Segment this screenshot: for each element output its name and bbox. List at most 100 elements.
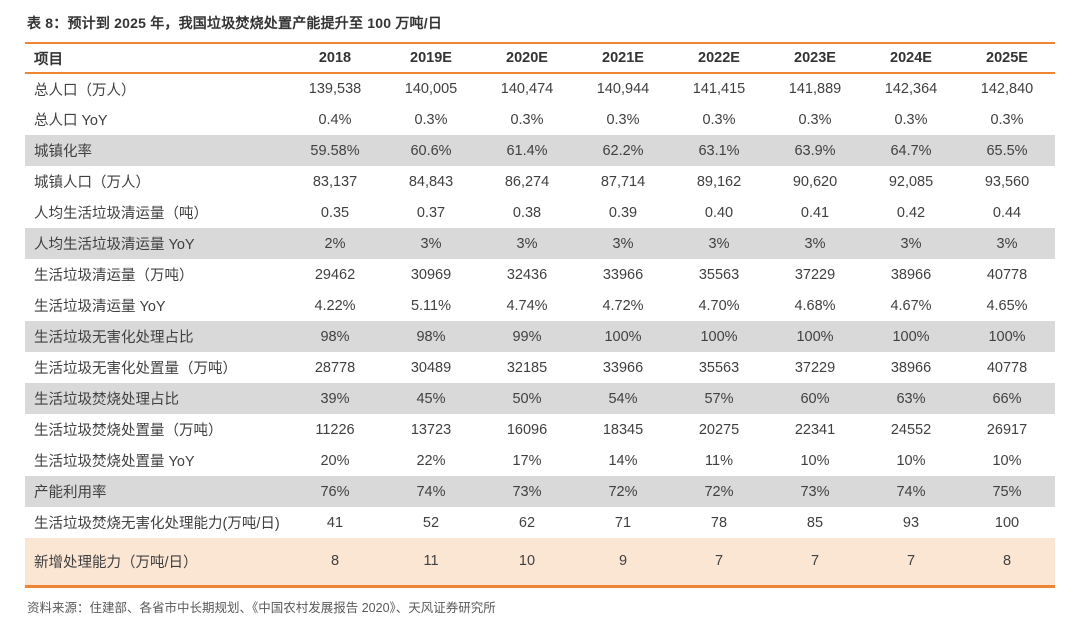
cell-value: 3% [996,235,1018,252]
cell-value: 22% [416,452,446,469]
table-row: 生活垃圾焚烧处理占比 39% 45% 50% 54% 57% 60% 63% 66% [25,383,1055,414]
cell-value: 90,620 [792,173,838,190]
cell-value: 71 [614,514,632,531]
cell-value: 100% [892,328,930,345]
cell-value: 139,538 [308,81,362,97]
cell-value: 35563 [698,266,740,283]
cell-value: 35563 [698,359,740,376]
cell-value: 37229 [794,266,836,283]
cell-value: 63.1% [698,142,740,159]
row-label: 人均生活垃圾清运量（吨） [34,206,208,222]
cell-value: 0.3% [702,111,736,128]
cell-value: 65.5% [986,142,1028,159]
cell-value: 3% [420,235,442,252]
cell-value: 11 [423,553,439,570]
column-header-year: 2018 [318,50,352,66]
cell-value: 63% [896,390,926,407]
table-row: 生活垃圾无害化处置量（万吨） 28778 30489 32185 33966 35563 3… [25,352,1055,383]
cell-value: 0.38 [512,204,542,221]
cell-value: 0.3% [798,111,832,128]
cell-value: 100% [988,328,1026,345]
row-label: 生活垃圾焚烧处理占比 [34,392,179,408]
cell-value: 100% [700,328,738,345]
column-header-year: 2025E [986,50,1028,66]
row-label: 生活垃圾焚烧处置量 YoY [34,454,195,470]
cell-value: 20275 [698,421,740,438]
cell-value: 8 [330,553,340,570]
cell-value: 92,085 [888,173,934,190]
cell-value: 2% [324,235,346,252]
cell-value: 4.72% [602,297,644,314]
table-row: 总人口（万人） 139,538 140,005 140,474 140,944 141,4… [25,73,1055,104]
row-label: 生活垃圾无害化处理占比 [34,330,194,346]
cell-value: 41 [326,514,344,531]
column-header-year: 2023E [794,50,836,66]
cell-value: 3% [516,235,538,252]
table-row: 生活垃圾清运量（万吨） 29462 30969 32436 33966 35563 3722… [25,259,1055,290]
cell-value: 11% [705,452,733,469]
cell-value: 14% [608,452,638,469]
table-row: 新增处理能力（万吨/日） 8 11 10 9 7 7 7 8 [25,538,1055,586]
cell-value: 3% [804,235,826,252]
row-label: 人均生活垃圾清运量 YoY [34,237,195,253]
cell-value: 99% [512,328,542,345]
cell-value: 40778 [986,266,1028,283]
cell-value: 57% [704,390,734,407]
row-label: 城镇人口（万人） [34,175,150,191]
cell-value: 16096 [506,421,548,438]
cell-value: 86,274 [504,173,550,190]
cell-value: 78 [710,514,728,531]
cell-value: 8 [1002,553,1012,570]
cell-value: 13723 [410,421,452,438]
cell-value: 52 [422,514,440,531]
cell-value: 61.4% [506,142,548,159]
cell-value: 0.3% [606,111,640,128]
table-row: 生活垃圾焚烧处置量（万吨） 11226 13723 16096 18345 20275 22… [25,414,1055,445]
row-label: 生活垃圾清运量（万吨） [34,268,194,284]
cell-value: 100% [796,328,834,345]
cell-value: 38966 [890,266,932,283]
cell-value: 38966 [890,359,932,376]
cell-value: 45% [416,390,446,407]
source-note: 资料来源：住建部、各省市中长期规划、《中国农村发展报告 2020》、天风证券研究… [27,600,496,615]
cell-value: 40778 [986,359,1028,376]
cell-value: 72% [608,483,638,500]
row-label: 生活垃圾无害化处置量（万吨） [34,361,237,377]
cell-value: 0.4% [318,111,352,128]
cell-value: 93 [902,514,920,531]
cell-value: 85 [806,514,824,531]
cell-value: 18345 [602,421,644,438]
cell-value: 140,474 [500,81,554,97]
cell-value: 0.3% [414,111,448,128]
cell-value: 39% [320,390,350,407]
cell-value: 26917 [986,421,1028,438]
cell-value: 140,944 [596,81,650,97]
cell-value: 98% [416,328,446,345]
row-label: 生活垃圾焚烧处置量（万吨） [34,423,223,439]
cell-value: 7 [810,553,820,570]
cell-value: 4.68% [794,297,836,314]
cell-value: 60% [800,390,830,407]
cell-value: 62 [518,514,536,531]
cell-value: 0.40 [704,204,734,221]
table-row: 城镇人口（万人） 83,137 84,843 86,274 87,714 89,162 90… [25,166,1055,197]
cell-value: 50% [512,390,542,407]
table-row: 生活垃圾无害化处理占比 98% 98% 99% 100% 100% 100% 100% 100% [25,321,1055,352]
cell-value: 62.2% [602,142,644,159]
cell-value: 63.9% [794,142,836,159]
cell-value: 73% [512,483,542,500]
cell-value: 74% [896,483,926,500]
cell-value: 54% [608,390,638,407]
report-page: 表 8：预计到 2025 年，我国垃圾焚烧处置产能提升至 100 万吨/日 项目… [25,15,1055,615]
cell-value: 11226 [315,421,355,438]
cell-value: 4.70% [698,297,740,314]
cell-value: 75% [992,483,1022,500]
cell-value: 4.67% [890,297,932,314]
cell-value: 3% [900,235,922,252]
table-row: 人均生活垃圾清运量 YoY 2% 3% 3% 3% 3% 3% 3% 3% [25,228,1055,259]
column-header-year: 2020E [506,50,548,66]
cell-value: 3% [612,235,634,252]
cell-value: 142,364 [884,81,938,97]
row-label: 生活垃圾焚烧无害化处理能力(万吨/日) [34,516,280,532]
cell-value: 100% [604,328,642,345]
